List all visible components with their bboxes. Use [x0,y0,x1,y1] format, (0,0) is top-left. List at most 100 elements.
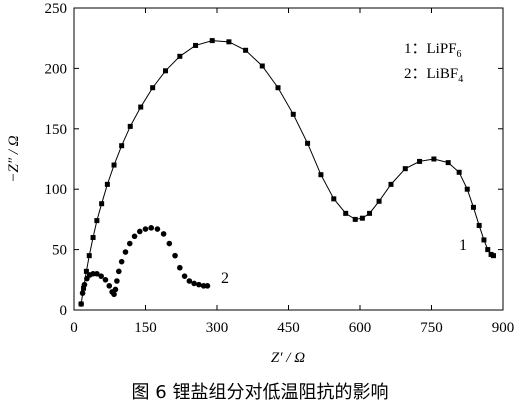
x-tick-label: 150 [134,320,157,336]
data-point-square [193,42,199,48]
data-point-square [490,253,496,259]
data-point-square [86,253,92,259]
data-point-square [305,140,311,146]
data-point-square [94,218,100,224]
x-tick-label: 900 [492,320,515,336]
data-point-square [290,111,296,117]
data-point-square [163,68,169,74]
data-point-circle [79,290,86,296]
data-point-square [150,85,156,91]
data-point-square [470,204,476,210]
data-point-square [359,215,365,221]
x-axis-title: Z′ / Ω [271,350,305,366]
data-point-square [119,143,125,149]
data-point-square [464,186,470,192]
legend-label-1: LiPF [427,41,457,57]
data-point-square [275,85,281,91]
data-point-circle [116,268,122,275]
data-point-square [318,172,324,178]
figure-caption: 图 6 锂盐组分对低温阻抗的影响 [131,382,389,403]
y-tick-label: 100 [45,182,68,198]
data-point-circle [154,226,161,232]
data-point-circle [172,252,178,259]
legend-entry-1: 1：LiPF6 [404,41,462,60]
data-point-square [445,160,451,166]
y-tick-label: 200 [45,61,68,77]
series-1 [78,38,496,307]
x-tick-label: 0 [70,320,78,336]
data-point-square [485,247,491,253]
y-tick-label: 150 [45,122,68,138]
data-point-circle [94,270,100,277]
data-point-circle [114,278,120,284]
data-point-square [476,222,482,228]
y-axis-title: −Z″ / Ω [6,135,22,182]
data-point-square [111,162,117,168]
data-point-square [331,196,337,202]
y-tick-label: 50 [52,243,67,259]
x-tick-label: 300 [206,320,229,336]
data-point-circle [166,240,173,247]
data-series [78,38,496,307]
legend-sub-1: 6 [457,49,462,60]
x-tick-label: 750 [420,320,443,336]
data-point-square [388,181,394,187]
y-tick-label: 0 [60,303,68,319]
x-tick-label: 450 [277,320,300,336]
data-point-circle [160,231,167,237]
data-point-square [367,210,373,216]
legend: 1：LiPF6 2：LiBF4 [404,41,463,85]
data-point-circle [186,278,193,284]
series-2 [78,225,211,307]
data-point-square [259,63,265,69]
data-point-circle [204,283,211,289]
series-2-label: 2 [221,270,229,287]
data-point-square [431,156,437,162]
data-point-circle [111,291,117,298]
data-point-circle [98,273,104,279]
data-point-square [243,47,249,53]
data-point-square [209,38,215,44]
data-point-circle [106,283,113,289]
axis-tick-labels: 0 150 300 450 600 750 900 0 50 100 150 200 250 [45,1,515,336]
data-point-circle [126,240,133,247]
data-point-square [90,235,96,241]
data-point-circle [142,226,149,232]
y-tick-label: 250 [45,1,68,17]
data-point-circle [148,225,155,231]
data-point-square [343,210,349,216]
data-point-square [127,123,133,129]
data-point-square [481,237,487,243]
legend-label-2: LiBF [427,66,459,82]
legend-entry-2: 2：LiBF4 [404,66,463,85]
data-point-square [177,53,183,59]
data-point-square [81,285,87,291]
data-point-circle [177,264,183,271]
legend-marker-1: 1： [404,41,427,57]
x-tick-label: 600 [349,320,372,336]
data-point-circle [196,281,202,288]
data-point-circle [122,249,129,255]
axis-ticks [73,7,504,311]
data-point-square [417,158,423,164]
data-point-circle [136,228,143,235]
data-point-square [456,169,462,175]
data-point-circle [78,301,84,307]
data-point-circle [191,280,197,287]
data-point-square [138,104,144,110]
data-point-circle [81,281,88,288]
data-point-circle [118,258,125,265]
data-point-square [352,216,358,222]
data-point-square [226,39,232,45]
data-point-square [99,201,105,207]
data-point-circle [181,273,188,279]
legend-marker-2: 2： [404,66,427,82]
data-point-circle [112,286,119,293]
data-point-circle [102,277,109,283]
data-point-square [104,181,110,187]
legend-sub-2: 4 [458,74,463,85]
data-point-square [402,166,408,172]
series-1-label: 1 [459,237,467,254]
data-point-circle [131,233,138,240]
